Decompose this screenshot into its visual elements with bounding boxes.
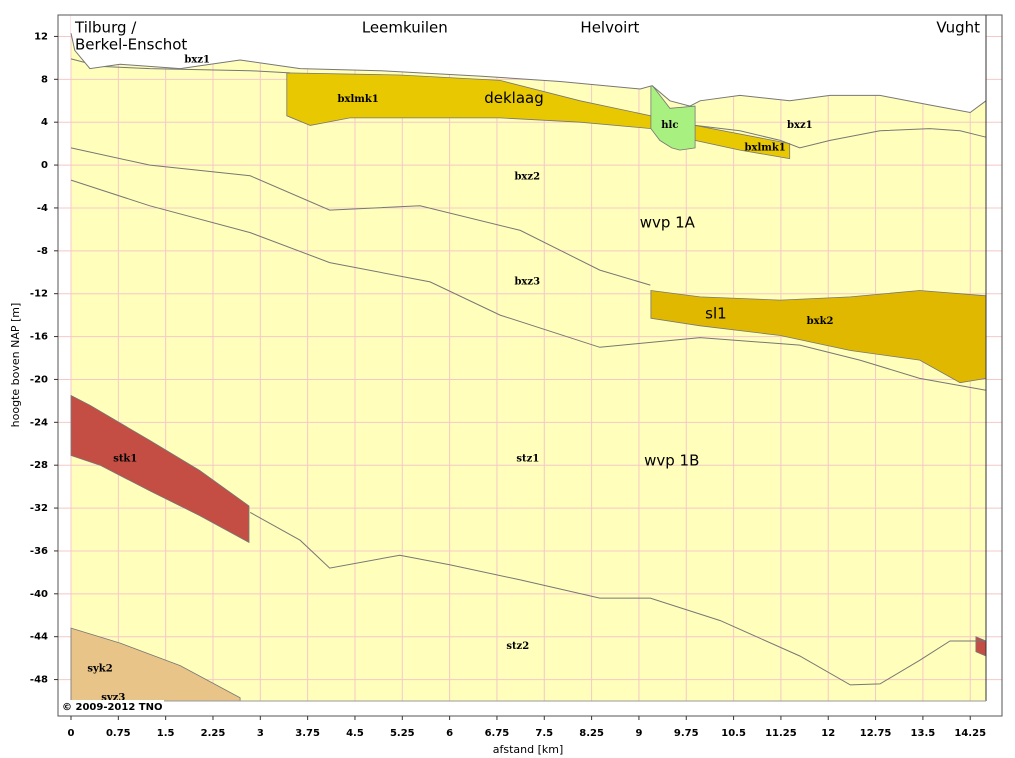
x-tick-label: 9.75 bbox=[674, 728, 699, 739]
x-tick-label: 1.5 bbox=[157, 728, 175, 739]
y-tick-label: -36 bbox=[30, 546, 48, 557]
layer-label: stz2 bbox=[506, 641, 529, 652]
x-tick-label: 14.25 bbox=[954, 728, 986, 739]
layer-boundary bbox=[70, 147, 651, 286]
y-tick-label: -4 bbox=[37, 203, 48, 214]
y-tick-label: 8 bbox=[41, 74, 48, 85]
x-tick-label: 0.75 bbox=[106, 728, 131, 739]
sky bbox=[71, 15, 986, 113]
layer-region bbox=[650, 82, 696, 151]
x-tick-label: 0 bbox=[68, 728, 75, 739]
y-tick-label: -32 bbox=[30, 503, 48, 514]
layer-label: bxz2 bbox=[514, 171, 540, 182]
layer-label: bxk2 bbox=[807, 316, 834, 327]
place-label: Tilburg / bbox=[74, 19, 137, 37]
x-axis-label: afstand [km] bbox=[493, 743, 564, 756]
layer-label: syz3 bbox=[101, 692, 125, 703]
x-tick-label: 3 bbox=[257, 728, 264, 739]
layer-label: stk1 bbox=[113, 453, 137, 464]
y-tick-label: -48 bbox=[30, 675, 48, 686]
y-tick-label: -12 bbox=[30, 289, 48, 300]
layer-boundary bbox=[695, 124, 987, 149]
y-tick-label: -44 bbox=[30, 632, 48, 643]
y-tick-label: 4 bbox=[41, 117, 48, 128]
bottom-strip bbox=[58, 701, 1002, 716]
place-label: Leemkuilen bbox=[362, 19, 448, 37]
x-tick-label: 13.5 bbox=[911, 728, 936, 739]
x-tick-label: 6 bbox=[446, 728, 453, 739]
layer-label: wvp 1A bbox=[640, 213, 696, 231]
layer-label: bxz1 bbox=[787, 120, 813, 131]
place-label: Vught bbox=[936, 19, 980, 37]
x-tick-label: 8.25 bbox=[579, 728, 604, 739]
y-tick-label: 12 bbox=[34, 31, 48, 42]
layer-region bbox=[70, 394, 250, 544]
y-tick-label: -24 bbox=[30, 417, 48, 428]
copyright-bg bbox=[60, 700, 164, 714]
y-tick-label: -8 bbox=[37, 246, 48, 257]
layer-label: deklaag bbox=[484, 89, 544, 107]
x-tick-label: 2.25 bbox=[201, 728, 226, 739]
layer-boundary bbox=[70, 179, 987, 391]
x-tick-label: 7.5 bbox=[535, 728, 553, 739]
layer-region bbox=[650, 290, 987, 384]
y-axis-label: hoogte boven NAP [m] bbox=[9, 303, 22, 428]
x-tick-label: 11.25 bbox=[765, 728, 797, 739]
y-tick-label: -40 bbox=[30, 589, 48, 600]
layer-label: bxlmk1 bbox=[338, 94, 379, 105]
layer-boundary bbox=[249, 511, 986, 686]
x-tick-label: 6.75 bbox=[485, 728, 510, 739]
y-tick-label: 0 bbox=[41, 160, 48, 171]
layer-label: bxlmk1 bbox=[745, 142, 786, 153]
plot-frame bbox=[57, 14, 1003, 717]
layer-label: wvp 1B bbox=[644, 451, 699, 469]
layer-label: syk2 bbox=[87, 663, 112, 674]
layer-label: stz1 bbox=[516, 453, 539, 464]
x-tick-label: 12 bbox=[821, 728, 835, 739]
layer-region bbox=[286, 72, 652, 130]
place-label: Berkel-Enschot bbox=[75, 36, 187, 54]
place-label: Helvoirt bbox=[580, 19, 639, 37]
x-tick-label: 9 bbox=[635, 728, 642, 739]
y-tick-label: -16 bbox=[30, 332, 48, 343]
plot-area bbox=[71, 15, 986, 701]
x-tick-label: 10.5 bbox=[721, 728, 746, 739]
x-tick-label: 5.25 bbox=[390, 728, 415, 739]
layer-label: sl1 bbox=[705, 305, 727, 323]
x-tick-label: 3.75 bbox=[295, 728, 320, 739]
y-tick-label: -28 bbox=[30, 460, 48, 471]
copyright: © 2009-2012 TNO bbox=[62, 702, 162, 713]
layer-label: bxz1 bbox=[184, 55, 210, 66]
layer-label: hlc bbox=[661, 120, 678, 131]
x-tick-label: 4.5 bbox=[346, 728, 364, 739]
surface-line bbox=[70, 33, 987, 114]
layer-label: bxz3 bbox=[514, 276, 540, 287]
y-tick-label: -20 bbox=[30, 374, 48, 385]
x-tick-label: 12.75 bbox=[860, 728, 892, 739]
